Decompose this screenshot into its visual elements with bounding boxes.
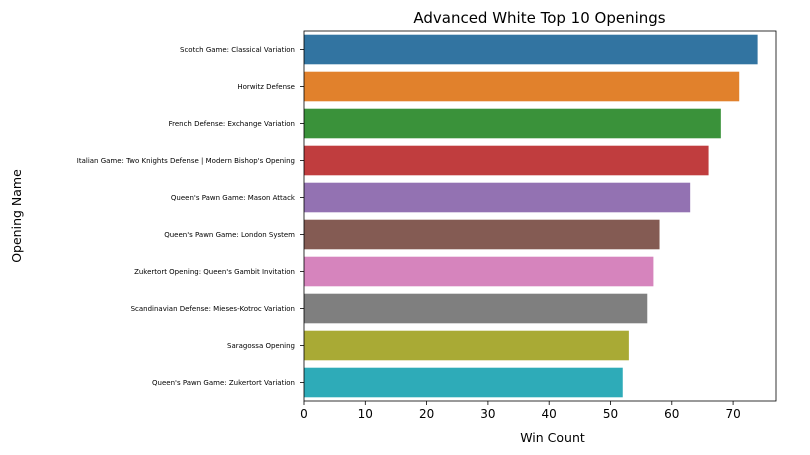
y-axis-label: Opening Name	[9, 169, 24, 263]
y-tick-label: Scandinavian Defense: Mieses-Kotroc Vari…	[131, 305, 295, 313]
bar-8	[304, 293, 648, 324]
bar-6	[304, 219, 660, 250]
x-tick-label: 60	[664, 407, 679, 421]
bar-9	[304, 330, 629, 361]
y-tick-label: Queen's Pawn Game: Zukertort Variation	[152, 379, 295, 387]
x-tick-label: 40	[542, 407, 557, 421]
bar-5	[304, 182, 691, 213]
y-tick-labels: Scotch Game: Classical Variation Horwitz …	[77, 46, 304, 387]
bar-2	[304, 71, 740, 102]
y-tick-label: Italian Game: Two Knights Defense | Mode…	[77, 157, 295, 165]
x-axis-label: Win Count	[520, 430, 585, 445]
bar-3	[304, 108, 721, 139]
bars-group	[304, 34, 758, 398]
y-tick-label: French Defense: Exchange Variation	[169, 120, 295, 128]
y-tick-label: Horwitz Defense	[237, 83, 295, 91]
y-tick-label: Zukertort Opening: Queen's Gambit Invita…	[134, 268, 295, 276]
y-tick-label: Scotch Game: Classical Variation	[180, 46, 295, 54]
bar-10	[304, 367, 623, 398]
y-tick-label: Queen's Pawn Game: Mason Attack	[171, 194, 296, 202]
y-tick-label: Queen's Pawn Game: London System	[164, 231, 295, 239]
bar-4	[304, 145, 709, 176]
x-tick-label: 0	[300, 407, 308, 421]
x-tick-label: 50	[603, 407, 618, 421]
x-tick-label: 20	[419, 407, 434, 421]
x-tick-label: 10	[358, 407, 373, 421]
x-axis-ticks: 0 10 20 30 40 50 60 70	[300, 401, 741, 421]
bar-7	[304, 256, 654, 287]
bar-1	[304, 34, 758, 65]
x-tick-label: 70	[725, 407, 740, 421]
y-tick-label: Saragossa Opening	[227, 342, 295, 350]
chart-title: Advanced White Top 10 Openings	[413, 9, 665, 27]
x-tick-label: 30	[480, 407, 495, 421]
plot-frame	[303, 30, 777, 402]
